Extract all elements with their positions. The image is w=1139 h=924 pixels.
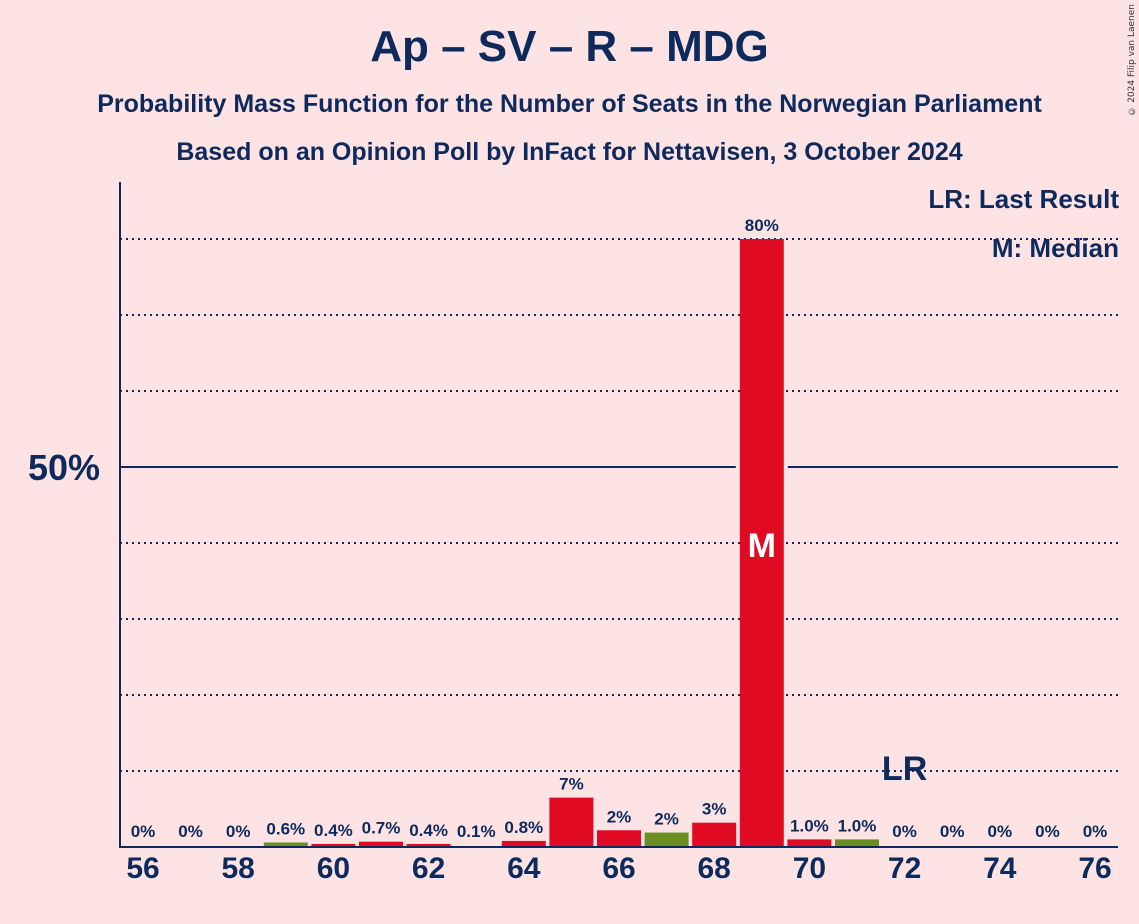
bar-61: [359, 841, 403, 847]
chart-title: Ap – SV – R – MDG: [370, 22, 769, 71]
data-label-56: 0%: [131, 822, 156, 841]
data-label-61: 0.7%: [362, 819, 401, 838]
x-tick-label-66: 66: [602, 852, 635, 885]
x-tick-label-56: 56: [126, 852, 159, 885]
x-tick-label-72: 72: [888, 852, 921, 885]
data-label-66: 2%: [607, 807, 632, 826]
data-label-74: 0%: [988, 822, 1013, 841]
y-tick-label: 50%: [28, 447, 100, 488]
chart-subtitle: Probability Mass Function for the Number…: [97, 90, 1042, 118]
data-label-64: 0.8%: [504, 818, 543, 837]
data-label-73: 0%: [940, 822, 965, 841]
bar-69: [739, 239, 784, 847]
data-label-71: 1.0%: [838, 816, 877, 835]
data-label-59: 0.6%: [266, 819, 305, 838]
median-marker: M: [748, 527, 776, 565]
x-tick-label-58: 58: [222, 852, 255, 885]
data-label-76: 0%: [1083, 822, 1108, 841]
data-label-58: 0%: [226, 822, 251, 841]
data-label-65: 7%: [559, 775, 584, 794]
bar-71: [835, 839, 879, 847]
x-tick-label-68: 68: [698, 852, 731, 885]
data-label-75: 0%: [1035, 822, 1060, 841]
bar-66: [597, 830, 641, 847]
data-label-68: 3%: [702, 800, 727, 819]
x-tick-label-62: 62: [412, 852, 445, 885]
x-tick-label-70: 70: [793, 852, 826, 885]
x-tick-label-64: 64: [507, 852, 541, 885]
x-tick-label-74: 74: [983, 852, 1017, 885]
data-label-60: 0.4%: [314, 821, 353, 840]
data-label-62: 0.4%: [409, 821, 448, 840]
data-label-72: 0%: [892, 822, 917, 841]
bar-68: [692, 822, 737, 847]
x-tick-label-60: 60: [317, 852, 350, 885]
data-label-67: 2%: [654, 810, 679, 829]
bar-67: [644, 832, 689, 847]
legend-last-result: LR: Last Result: [928, 184, 1119, 214]
data-label-57: 0%: [178, 822, 203, 841]
bar-59: [263, 842, 308, 847]
data-label-70: 1.0%: [790, 816, 829, 835]
bar-64: [501, 840, 546, 847]
bar-70: [787, 839, 832, 847]
x-tick-label-76: 76: [1078, 852, 1111, 885]
data-label-63: 0.1%: [457, 822, 496, 841]
data-label-69: 80%: [745, 216, 779, 235]
bar-65: [549, 797, 594, 847]
bar-62: [406, 843, 451, 847]
chart-source-subtitle: Based on an Opinion Poll by InFact for N…: [176, 138, 963, 166]
legend-median: M: Median: [991, 233, 1119, 263]
last-result-marker: LR: [882, 750, 927, 788]
bar-60: [311, 843, 356, 847]
